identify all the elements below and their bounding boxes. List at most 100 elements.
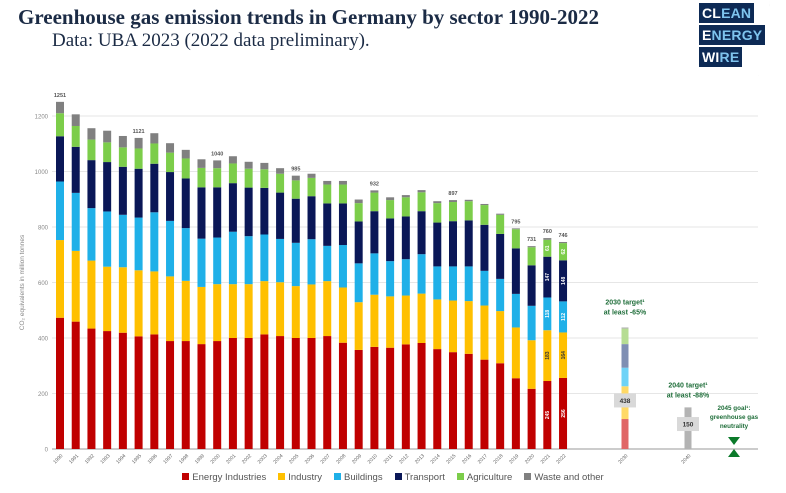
bar-industry [527,340,536,389]
logo-rest: RE [719,49,740,65]
bar-agriculture [386,200,395,219]
logo-clean: CLEAN [699,3,755,23]
bar-waste-and-other [323,180,332,185]
x-tick-label: 2009 [351,453,363,465]
legend-swatch [524,473,532,480]
bar-transport [181,178,190,229]
bar-waste-and-other [449,200,457,203]
target-2045-label: greenhouse gas [710,414,759,421]
bar-energy-industries [260,334,269,449]
x-tick-label: 2013 [414,453,426,465]
bar-buildings [103,211,112,267]
bar-agriculture [291,180,300,199]
target-2045-label: 2045 goal¹: [718,405,751,412]
chart-subtitle: Data: UBA 2023 (2022 data preliminary). [52,30,370,51]
legend-label: Industry [288,472,323,483]
x-tick-label: 1991 [68,453,80,465]
bar-waste-and-other [87,128,96,140]
bar-waste-and-other [260,162,269,170]
bar-buildings [480,270,489,306]
legend-label: Buildings [344,472,383,483]
bar-waste-and-other [401,195,410,198]
bar-buildings [496,278,505,312]
bar-industry [244,284,253,338]
segment-label: 61 [545,245,551,251]
legend-label: Agriculture [466,472,513,483]
x-tick-label: 1994 [115,453,127,465]
bar-waste-and-other [480,203,489,206]
bar-waste-and-other [276,168,285,174]
x-tick-label: 2022 [555,453,567,465]
bar-waste-and-other [244,161,253,169]
bar-transport [496,233,505,279]
bar-waste-and-other [559,241,568,244]
x-tick-label: 2008 [335,453,347,465]
bar-industry [370,294,379,347]
bar-transport [87,160,96,209]
logo-rest: EAN [721,5,752,21]
x-tick-label: 1995 [131,453,143,465]
target-2030-label: 2030 target¹ [605,299,645,306]
total-label: 731 [527,237,536,243]
bar-transport [103,162,112,212]
bar-agriculture [197,167,206,188]
bar-transport [480,224,489,271]
bar-industry [181,280,190,342]
legend-swatch [278,473,286,480]
bar-buildings [433,266,442,300]
bar-transport [386,218,395,262]
bar-agriculture [276,173,285,193]
y-tick-label: 1000 [35,170,49,176]
bar-waste-and-other [166,143,175,153]
target-2030-segment [621,367,629,387]
legend-item: Industry [278,472,322,484]
bar-buildings [323,245,332,282]
bar-industry [496,311,505,364]
bar-buildings [181,228,190,281]
bar-transport [71,146,80,193]
bar-industry [197,286,206,345]
bar-agriculture [71,125,80,147]
logo-initials: E [702,27,712,43]
bar-agriculture [559,243,568,261]
bar-waste-and-other [370,190,379,193]
bar-industry [543,330,552,382]
bar-buildings [559,301,568,333]
bar-transport [511,248,520,294]
total-label: 897 [448,191,457,197]
bar-agriculture [118,147,127,167]
bar-industry [103,266,112,332]
x-tick-label: 2014 [430,453,442,465]
bar-industry [323,281,332,337]
bar-transport [134,168,143,218]
bar-industry [56,240,64,318]
bar-buildings [260,234,269,282]
bar-energy-industries [417,342,426,449]
bar-buildings [166,220,175,277]
legend-swatch [334,473,342,480]
bar-waste-and-other [417,190,426,193]
bar-transport [260,187,269,235]
total-label: 985 [291,167,300,173]
x-tick-label: 2006 [304,453,316,465]
segment-label: 256 [561,409,567,418]
bar-waste-and-other [354,199,363,204]
bar-waste-and-other [543,238,552,240]
bar-buildings [307,239,316,285]
target-2040-value-box [677,417,699,432]
bar-agriculture [213,168,222,188]
legend-item: Agriculture [456,472,513,484]
bar-industry [150,271,159,335]
bar-agriculture [433,203,442,223]
segment-label: 147 [545,273,551,282]
bar-buildings [511,293,520,328]
bar-buildings [527,305,536,341]
x-tick-label: 2011 [383,453,395,465]
total-label: 1121 [133,129,145,135]
x-tick-label: 1998 [178,453,190,465]
bar-energy-industries [134,336,143,449]
bar-buildings [449,266,457,301]
x-tick-label: 2007 [320,453,332,465]
bar-transport [323,203,332,246]
bar-transport [401,216,410,260]
